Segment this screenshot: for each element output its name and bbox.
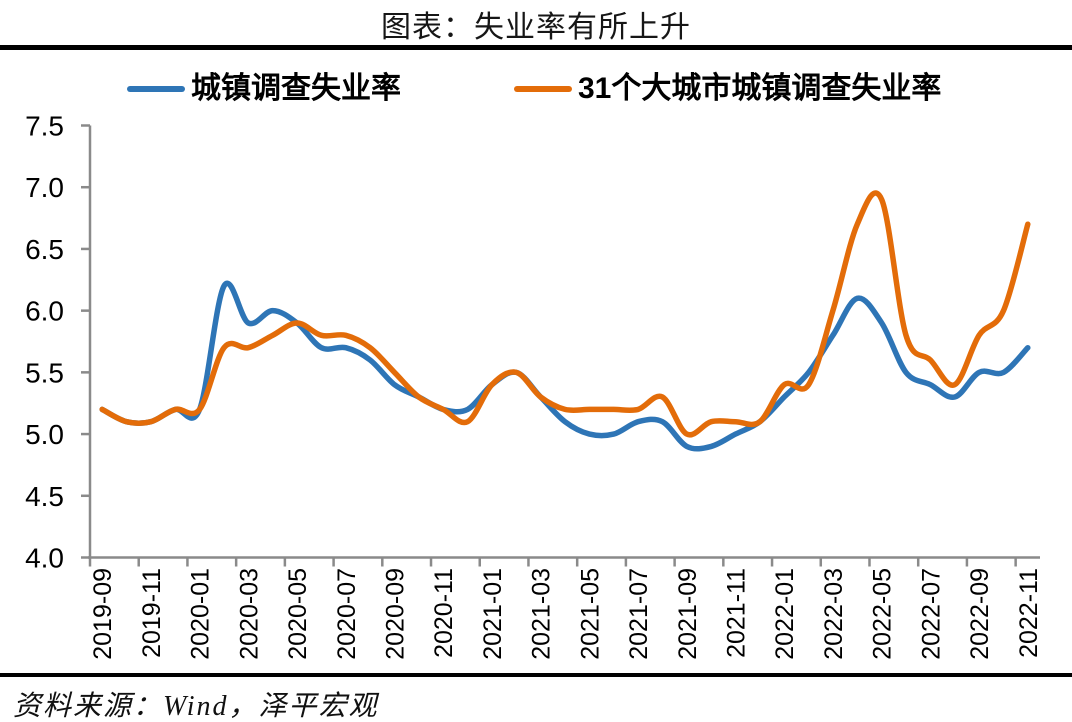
series-line-1	[99, 190, 1031, 438]
y-tick-label: 6.0	[25, 296, 64, 327]
x-tick-label: 2020-09	[381, 568, 409, 660]
x-tick-label: 2020-07	[333, 568, 361, 660]
y-tick-label: 4.5	[25, 481, 64, 512]
source-note: 资料来源：Wind，泽平宏观	[13, 691, 379, 722]
x-tick-label: 2021-05	[576, 568, 604, 660]
series-line-0	[99, 280, 1031, 452]
x-tick-label: 2022-07	[917, 568, 945, 660]
legend-swatch-national	[127, 86, 185, 92]
y-tick-label: 7.0	[25, 172, 64, 203]
x-tick-label: 2022-05	[869, 568, 897, 660]
legend-item-national: 城镇调查失业率	[127, 72, 401, 106]
x-tick-label: 2020-01	[187, 568, 215, 660]
legend-item-31cities: 31个大城市城镇调查失业率	[514, 72, 941, 106]
x-tick-label: 2021-07	[625, 568, 653, 660]
x-tick-label: 2021-01	[479, 568, 507, 660]
x-tick-label: 2019-09	[89, 568, 117, 660]
title-divider	[0, 45, 1072, 50]
y-tick-label: 7.5	[25, 111, 64, 142]
y-tick-label: 6.5	[25, 234, 64, 265]
y-tick-label: 5.0	[25, 419, 64, 450]
chart-title: 图表：失业率有所上升	[381, 11, 691, 44]
y-tick-label: 5.5	[25, 357, 64, 388]
legend-swatch-31cities	[514, 86, 572, 92]
x-tick-label: 2019-11	[138, 568, 166, 658]
x-tick-label: 2021-03	[528, 568, 556, 660]
x-tick-label: 2022-11	[1015, 568, 1043, 658]
x-tick-label: 2022-01	[771, 568, 799, 660]
x-tick-label: 2020-03	[235, 568, 263, 660]
x-tick-label: 2022-09	[966, 568, 994, 660]
x-tick-label: 2022-03	[820, 568, 848, 660]
legend-label-national: 城镇调查失业率	[191, 72, 401, 105]
footer-divider	[0, 673, 1072, 677]
y-tick-label: 4.0	[25, 543, 64, 574]
x-tick-label: 2020-11	[430, 568, 458, 658]
legend-label-31cities: 31个大城市城镇调查失业率	[578, 72, 942, 105]
x-tick-label: 2021-09	[674, 568, 702, 660]
x-tick-label: 2021-11	[723, 568, 751, 658]
x-tick-label: 2020-05	[284, 568, 312, 660]
